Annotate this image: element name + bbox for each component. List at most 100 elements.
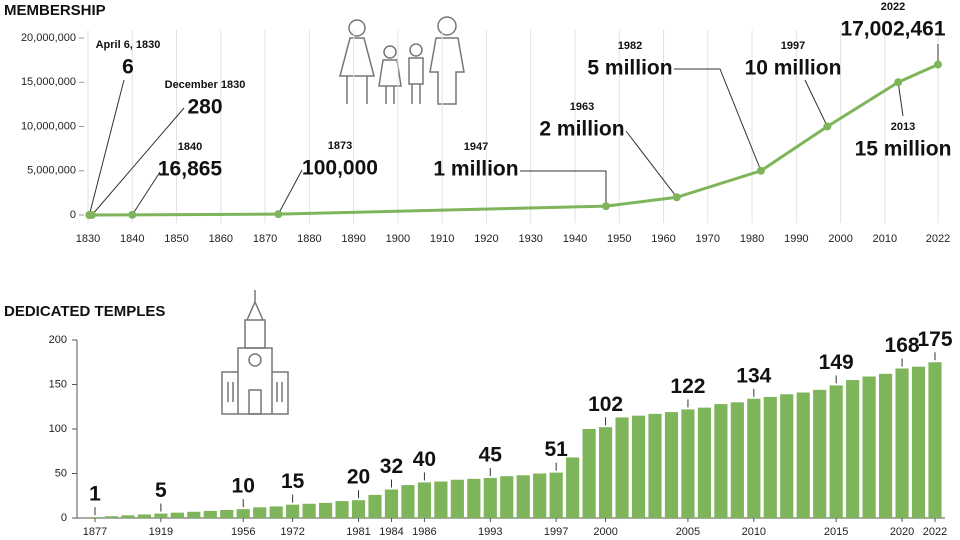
x-tick-label: 1980 bbox=[740, 233, 764, 245]
point-label: 2022 bbox=[881, 1, 905, 13]
y-tick-label: 0 bbox=[70, 209, 76, 221]
value-label: 5 million bbox=[587, 57, 672, 80]
leader-line bbox=[520, 170, 607, 207]
family-icon bbox=[339, 16, 465, 105]
bar bbox=[483, 477, 497, 518]
bar bbox=[417, 482, 431, 518]
value-label: 280 bbox=[187, 96, 222, 119]
bar bbox=[549, 472, 563, 518]
bar bbox=[599, 427, 613, 518]
bar bbox=[516, 475, 530, 518]
bar bbox=[697, 407, 711, 518]
chart-title: MEMBERSHIP bbox=[4, 2, 106, 19]
point-label: April 6, 1830 bbox=[96, 39, 161, 51]
point-label: 2013 bbox=[891, 121, 915, 133]
point bbox=[823, 122, 832, 131]
value-label: 15 bbox=[281, 470, 305, 493]
value-label: 102 bbox=[588, 393, 623, 416]
bar bbox=[319, 502, 333, 518]
point bbox=[274, 210, 283, 219]
value-label: 100,000 bbox=[302, 157, 378, 180]
value-label: 134 bbox=[736, 364, 771, 387]
y-tick-label: 10,000,000 bbox=[21, 120, 76, 132]
bar bbox=[829, 385, 843, 518]
bar bbox=[648, 413, 662, 518]
value-label: 10 million bbox=[745, 57, 842, 80]
x-tick-label: 2015 bbox=[824, 526, 848, 538]
x-tick-label: 1919 bbox=[149, 526, 173, 538]
bar bbox=[450, 479, 464, 518]
x-tick-label: 1880 bbox=[297, 233, 321, 245]
bar bbox=[368, 494, 382, 518]
value-label: 10 bbox=[232, 475, 255, 498]
x-tick-label: 2022 bbox=[926, 233, 950, 245]
bar bbox=[121, 515, 135, 518]
x-tick-label: 1877 bbox=[83, 526, 107, 538]
bar bbox=[203, 510, 217, 518]
leader-line bbox=[804, 79, 828, 127]
x-tick-label: 1950 bbox=[607, 233, 631, 245]
bar bbox=[137, 514, 151, 518]
leader-line bbox=[897, 82, 904, 117]
x-tick-label: 2000 bbox=[593, 526, 617, 538]
x-tick-label: 1984 bbox=[379, 526, 403, 538]
bar bbox=[88, 517, 102, 518]
x-tick-label: 1920 bbox=[474, 233, 498, 245]
x-tick-label: 1830 bbox=[76, 233, 100, 245]
bar bbox=[879, 373, 893, 518]
leader-line bbox=[88, 79, 125, 216]
leader-line bbox=[625, 130, 678, 198]
x-tick-label: 1890 bbox=[341, 233, 365, 245]
x-tick-label: 1986 bbox=[412, 526, 436, 538]
x-tick-label: 1940 bbox=[563, 233, 587, 245]
leader-line bbox=[674, 68, 762, 171]
y-tick-label: 50 bbox=[55, 467, 67, 479]
point-label: 1997 bbox=[781, 40, 805, 52]
value-label: 175 bbox=[917, 328, 952, 351]
point-label: 1840 bbox=[178, 141, 202, 153]
value-label: 45 bbox=[479, 443, 503, 466]
bar bbox=[335, 501, 349, 518]
point bbox=[672, 193, 681, 202]
x-tick-label: 2000 bbox=[828, 233, 852, 245]
bar bbox=[269, 506, 283, 518]
line bbox=[89, 63, 939, 217]
leader-line bbox=[277, 169, 303, 215]
value-label: 16,865 bbox=[158, 158, 223, 181]
x-tick-label: 1993 bbox=[478, 526, 502, 538]
bar bbox=[681, 409, 695, 518]
y-tick-label: 0 bbox=[61, 512, 67, 524]
x-tick-label: 1900 bbox=[386, 233, 410, 245]
bar bbox=[170, 512, 184, 518]
value-label: 122 bbox=[670, 375, 705, 398]
bar bbox=[911, 366, 926, 518]
temple-icon bbox=[221, 290, 289, 415]
point bbox=[87, 210, 96, 219]
leader-line bbox=[91, 107, 185, 216]
y-tick-label: 5,000,000 bbox=[27, 165, 76, 177]
value-label: 2 million bbox=[539, 118, 624, 141]
y-tick-label: 100 bbox=[49, 423, 67, 435]
bar bbox=[533, 473, 547, 518]
bar bbox=[401, 485, 415, 518]
x-tick-label: 1997 bbox=[544, 526, 568, 538]
bar bbox=[154, 513, 168, 518]
x-tick-label: 1840 bbox=[120, 233, 144, 245]
point-label: 1873 bbox=[328, 140, 352, 152]
bar bbox=[467, 478, 481, 518]
x-tick-label: 1972 bbox=[280, 526, 304, 538]
value-label: 168 bbox=[885, 334, 920, 357]
bar bbox=[566, 457, 580, 518]
x-tick-label: 1960 bbox=[651, 233, 675, 245]
y-tick-label: 15,000,000 bbox=[21, 76, 76, 88]
bar bbox=[236, 509, 250, 518]
x-tick-label: 1870 bbox=[253, 233, 277, 245]
x-tick-label: 1860 bbox=[209, 233, 233, 245]
x-tick-label: 1910 bbox=[430, 233, 454, 245]
point-label: December 1830 bbox=[165, 79, 246, 91]
bar bbox=[813, 389, 827, 518]
bar bbox=[187, 511, 201, 518]
bar bbox=[895, 368, 909, 518]
value-label: 1 bbox=[89, 483, 101, 506]
